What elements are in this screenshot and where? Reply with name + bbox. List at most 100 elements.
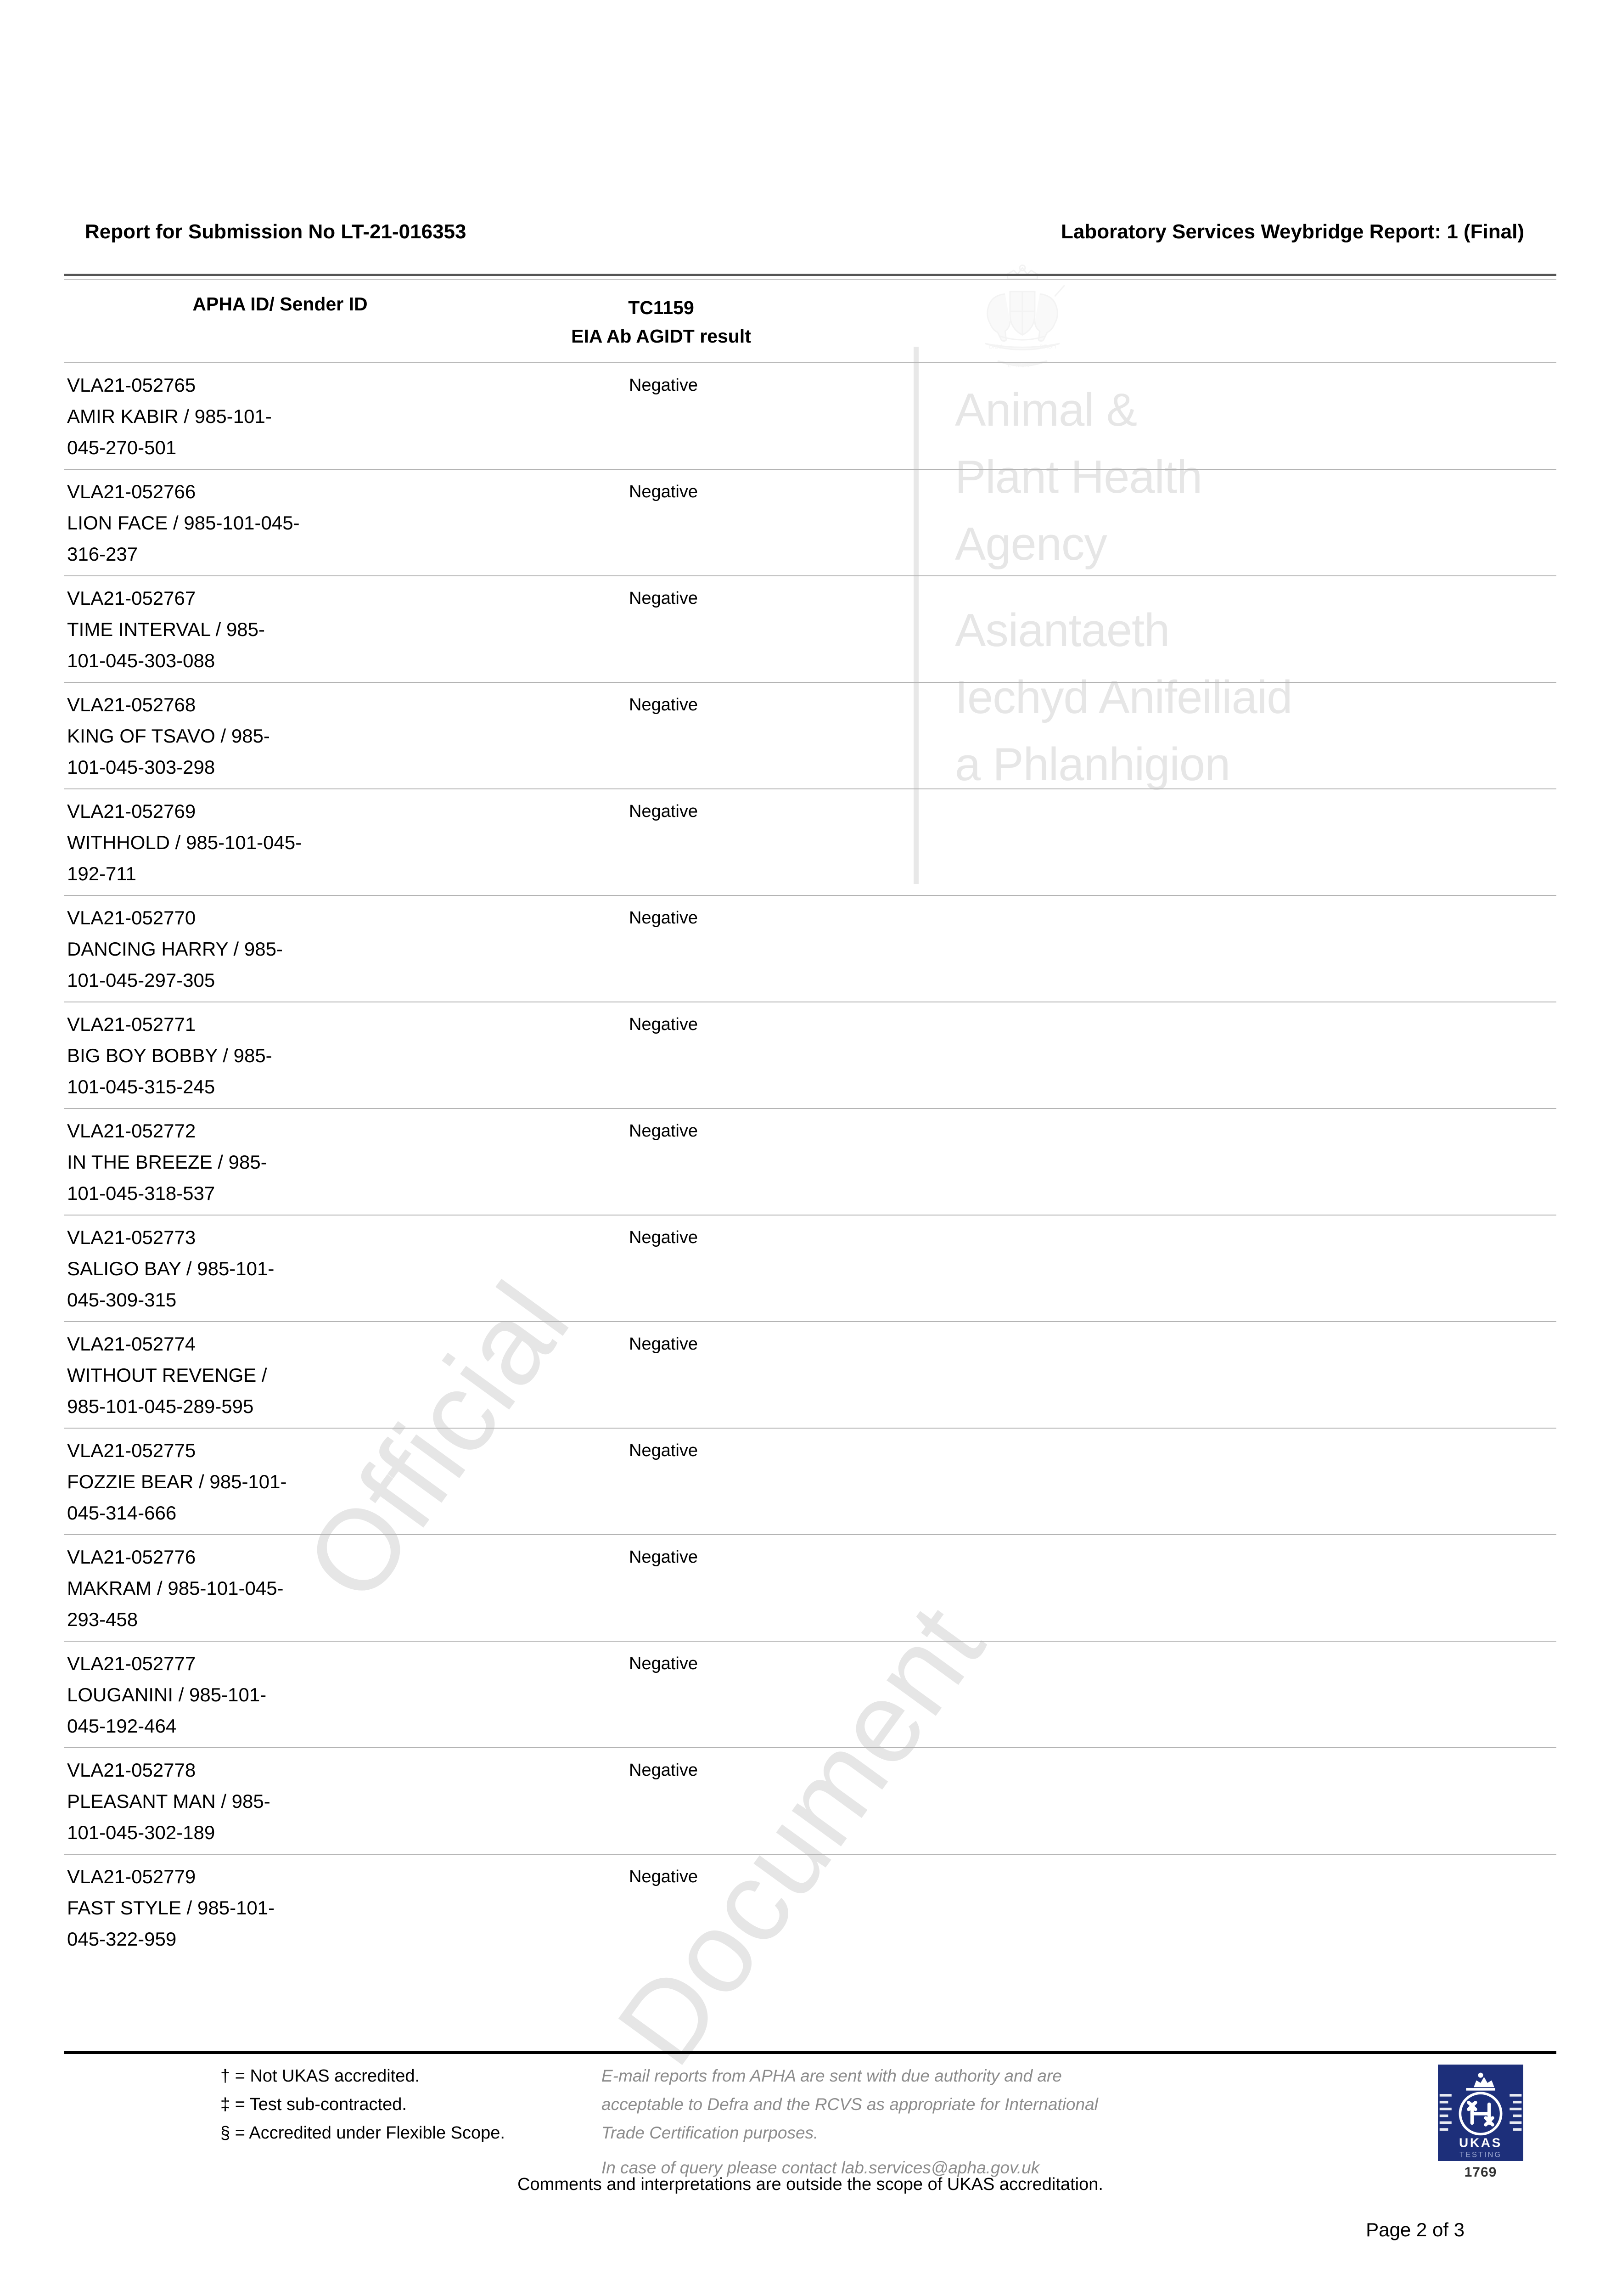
id-line-2: BIG BOY BOBBY / 985- xyxy=(67,1045,272,1066)
disclaimer-line-3: Trade Certification purposes. xyxy=(601,2123,819,2142)
cell-apha-sender-id: VLA21-052777 LOUGANINI / 985-101- 045-192-… xyxy=(64,1648,477,1742)
footer-divider xyxy=(64,2051,1556,2054)
table-row: VLA21-052772 IN THE BREEZE / 985- 101-045-… xyxy=(64,1108,1556,1215)
cell-result: Negative xyxy=(629,1228,698,1247)
id-line-3: 101-045-302-189 xyxy=(67,1822,215,1843)
id-line-2: WITHOUT REVENGE / xyxy=(67,1364,267,1386)
id-line-1: VLA21-052769 xyxy=(67,800,196,822)
key-sub-contracted: ‡ = Test sub-contracted. xyxy=(220,2095,407,2114)
cell-spacer xyxy=(845,1009,1556,1103)
id-line-3: 293-458 xyxy=(67,1609,138,1630)
table-row: VLA21-052776 MAKRAM / 985-101-045- 293-458… xyxy=(64,1534,1556,1641)
cell-result: Negative xyxy=(629,1867,698,1886)
table-row: VLA21-052770 DANCING HARRY / 985- 101-045-… xyxy=(64,895,1556,1002)
id-line-1: VLA21-052766 xyxy=(67,481,196,502)
id-line-1: VLA21-052765 xyxy=(67,374,196,396)
id-line-2: TIME INTERVAL / 985- xyxy=(67,619,265,640)
id-line-2: LION FACE / 985-101-045- xyxy=(67,512,300,534)
cell-apha-sender-id: VLA21-052765 AMIR KABIR / 985-101- 045-270… xyxy=(64,370,477,463)
svg-text:TESTING: TESTING xyxy=(1459,2150,1502,2159)
id-line-3: 101-045-318-537 xyxy=(67,1182,215,1204)
column-header-test-name: EIA Ab AGIDT result xyxy=(571,326,751,347)
id-line-1: VLA21-052773 xyxy=(67,1227,196,1248)
column-header-result: TC1159 EIA Ab AGIDT result xyxy=(477,293,845,350)
cell-apha-sender-id: VLA21-052778 PLEASANT MAN / 985- 101-045-3… xyxy=(64,1755,477,1848)
id-line-3: 045-314-666 xyxy=(67,1502,177,1524)
id-line-3: 101-045-315-245 xyxy=(67,1076,215,1097)
cell-spacer xyxy=(845,1648,1556,1742)
cell-apha-sender-id: VLA21-052766 LION FACE / 985-101-045- 316-… xyxy=(64,476,477,570)
id-line-3: 045-309-315 xyxy=(67,1289,177,1311)
cell-spacer xyxy=(845,583,1556,676)
id-line-3: 192-711 xyxy=(67,863,137,884)
cell-apha-sender-id: VLA21-052770 DANCING HARRY / 985- 101-045-… xyxy=(64,902,477,996)
id-line-1: VLA21-052777 xyxy=(67,1653,196,1674)
id-line-1: VLA21-052775 xyxy=(67,1440,196,1461)
cell-result: Negative xyxy=(629,1548,698,1567)
svg-text:UKAS: UKAS xyxy=(1459,2135,1502,2150)
contact-line: In case of query please contact lab.serv… xyxy=(601,2158,1040,2177)
email-disclaimer: E-mail reports from APHA are sent with d… xyxy=(588,2062,1405,2189)
id-line-2: DANCING HARRY / 985- xyxy=(67,938,283,960)
cell-result: Negative xyxy=(629,1441,698,1460)
cell-apha-sender-id: VLA21-052774 WITHOUT REVENGE / 985-101-045… xyxy=(64,1328,477,1422)
results-table: APHA ID/ Sender ID TC1159 EIA Ab AGIDT r… xyxy=(64,274,1556,1960)
id-line-3: 101-045-297-305 xyxy=(67,969,215,991)
id-line-3: 045-270-501 xyxy=(67,437,177,458)
cell-spacer xyxy=(845,1861,1556,1955)
key-not-accredited: † = Not UKAS accredited. xyxy=(220,2066,420,2086)
cell-spacer xyxy=(845,1115,1556,1209)
id-line-1: VLA21-052767 xyxy=(67,587,196,609)
id-line-1: VLA21-052770 xyxy=(67,907,196,929)
cell-spacer xyxy=(845,796,1556,889)
id-line-2: SALIGO BAY / 985-101- xyxy=(67,1258,275,1279)
cell-result: Negative xyxy=(629,1654,698,1673)
id-line-2: MAKRAM / 985-101-045- xyxy=(67,1577,284,1599)
id-line-2: WITHHOLD / 985-101-045- xyxy=(67,832,302,853)
id-line-1: VLA21-052778 xyxy=(67,1759,196,1781)
table-row: VLA21-052774 WITHOUT REVENGE / 985-101-045… xyxy=(64,1321,1556,1428)
disclaimer-line-1: E-mail reports from APHA are sent with d… xyxy=(601,2066,1062,2085)
table-row: VLA21-052767 TIME INTERVAL / 985- 101-045-… xyxy=(64,575,1556,682)
cell-result: Negative xyxy=(629,1015,698,1034)
id-line-1: VLA21-052779 xyxy=(67,1866,196,1887)
table-row: VLA21-052769 WITHHOLD / 985-101-045- 192-7… xyxy=(64,788,1556,895)
cell-spacer xyxy=(845,1435,1556,1529)
cell-apha-sender-id: VLA21-052779 FAST STYLE / 985-101- 045-322… xyxy=(64,1861,477,1955)
id-line-2: FOZZIE BEAR / 985-101- xyxy=(67,1471,287,1492)
cell-spacer xyxy=(845,1542,1556,1635)
cell-apha-sender-id: VLA21-052772 IN THE BREEZE / 985- 101-045-… xyxy=(64,1115,477,1209)
accreditation-key-list: † = Not UKAS accredited. ‡ = Test sub-co… xyxy=(64,2062,588,2147)
comments-disclaimer: Comments and interpretations are outside… xyxy=(517,2175,1103,2194)
footer: † = Not UKAS accredited. ‡ = Test sub-co… xyxy=(64,2062,1556,2189)
id-line-2: KING OF TSAVO / 985- xyxy=(67,725,270,747)
id-line-2: PLEASANT MAN / 985- xyxy=(67,1790,270,1812)
cell-result: Negative xyxy=(629,589,698,608)
id-line-2: LOUGANINI / 985-101- xyxy=(67,1684,267,1705)
table-row: VLA21-052775 FOZZIE BEAR / 985-101- 045-31… xyxy=(64,1428,1556,1534)
id-line-3: 316-237 xyxy=(67,543,138,565)
ukas-accreditation-number: 1769 xyxy=(1464,2165,1497,2180)
cell-result: Negative xyxy=(629,482,698,501)
cell-result: Negative xyxy=(629,908,698,928)
id-line-1: VLA21-052776 xyxy=(67,1546,196,1568)
column-header-spacer xyxy=(845,293,1556,350)
cell-spacer xyxy=(845,902,1556,996)
disclaimer-line-2: acceptable to Defra and the RCVS as appr… xyxy=(601,2095,1098,2114)
table-row: VLA21-052777 LOUGANINI / 985-101- 045-192-… xyxy=(64,1641,1556,1747)
cell-apha-sender-id: VLA21-052768 KING OF TSAVO / 985- 101-045-… xyxy=(64,689,477,783)
id-line-3: 101-045-303-298 xyxy=(67,756,215,778)
table-header: APHA ID/ Sender ID TC1159 EIA Ab AGIDT r… xyxy=(64,274,1556,362)
ukas-accreditation-mark: UKAS TESTING 1769 xyxy=(1405,2062,1556,2180)
cell-spacer xyxy=(845,370,1556,463)
id-line-1: VLA21-052772 xyxy=(67,1120,196,1142)
page-number: Page 2 of 3 xyxy=(1366,2219,1465,2240)
cell-apha-sender-id: VLA21-052769 WITHHOLD / 985-101-045- 192-7… xyxy=(64,796,477,889)
ukas-badge-icon: UKAS TESTING xyxy=(1438,2065,1523,2161)
id-line-1: VLA21-052768 xyxy=(67,694,196,715)
table-row: VLA21-052766 LION FACE / 985-101-045- 316-… xyxy=(64,469,1556,575)
cell-apha-sender-id: VLA21-052776 MAKRAM / 985-101-045- 293-458 xyxy=(64,1542,477,1635)
table-row: VLA21-052779 FAST STYLE / 985-101- 045-322… xyxy=(64,1854,1556,1960)
cell-result: Negative xyxy=(629,1121,698,1141)
cell-apha-sender-id: VLA21-052775 FOZZIE BEAR / 985-101- 045-31… xyxy=(64,1435,477,1529)
